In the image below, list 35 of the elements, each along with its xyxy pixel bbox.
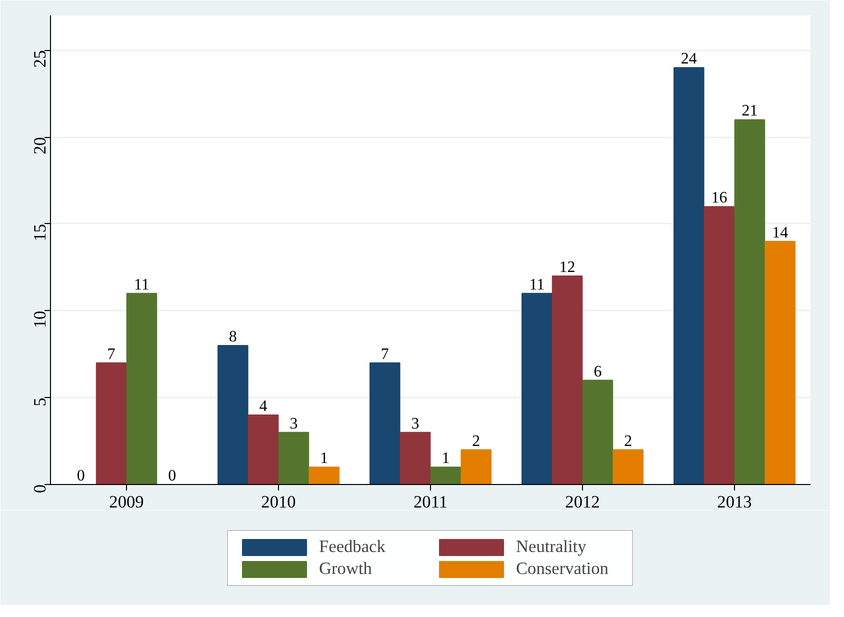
data-label: 8 — [228, 328, 237, 346]
legend-label: Conservation — [516, 558, 610, 578]
data-label: 6 — [594, 363, 602, 380]
data-label: 0 — [76, 468, 85, 484]
y-tick-label: 5 — [30, 398, 50, 406]
data-label: 12 — [559, 259, 576, 276]
data-label: 1 — [442, 450, 450, 468]
data-label: 2 — [624, 432, 632, 450]
y-tick-label: 25 — [30, 50, 50, 68]
data-label: 21 — [742, 102, 758, 120]
data-label: 7 — [380, 346, 389, 363]
data-label: 16 — [711, 190, 728, 207]
x-tick-label: 2009 — [109, 492, 144, 512]
x-tick-label: 2013 — [717, 492, 752, 512]
x-tick-label: 2012 — [565, 492, 600, 512]
legend-label: Neutrality — [516, 536, 588, 556]
data-label: 14 — [772, 224, 788, 242]
data-label: 4 — [259, 398, 268, 416]
data-label: 11 — [134, 276, 150, 294]
data-label: 3 — [411, 415, 420, 432]
y-tick-label: 0 — [30, 484, 50, 494]
data-label: 0 — [168, 468, 176, 484]
data-label: 11 — [529, 276, 545, 294]
y-tick-label: 15 — [30, 224, 50, 242]
data-label: 24 — [680, 50, 697, 68]
x-tick-label: 2011 — [413, 492, 448, 512]
data-label: 1 — [320, 450, 328, 468]
data-label: 3 — [290, 415, 298, 432]
legend-label: Growth — [319, 558, 373, 578]
data-label: 2 — [472, 432, 480, 450]
data-label: 7 — [107, 346, 116, 363]
legend-label: Feedback — [319, 536, 386, 556]
y-tick-label: 20 — [30, 137, 50, 154]
x-tick-label: 2010 — [261, 492, 296, 512]
y-tick-label: 10 — [30, 310, 50, 328]
